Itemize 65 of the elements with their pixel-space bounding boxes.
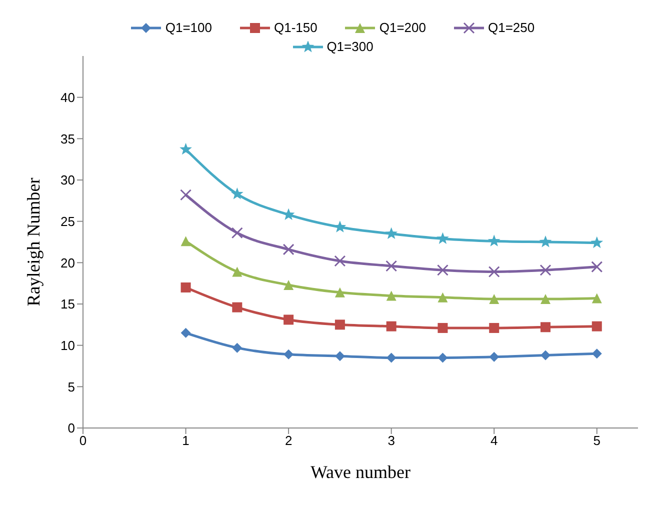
legend-label: Q1=300 xyxy=(326,39,374,54)
point xyxy=(540,294,550,304)
point xyxy=(385,227,398,239)
y-tick-label: 15 xyxy=(60,296,75,312)
point xyxy=(231,227,243,239)
point xyxy=(436,264,448,276)
point xyxy=(436,232,449,244)
legend-label: Q1=250 xyxy=(488,20,535,35)
x-tick-label: 1 xyxy=(182,433,190,448)
y-tick-label: 40 xyxy=(60,90,75,105)
y-tick-label: 5 xyxy=(68,379,75,394)
point xyxy=(386,321,396,332)
point xyxy=(489,294,500,304)
point xyxy=(386,260,398,272)
legend-label: Q1=100 xyxy=(165,20,212,35)
point xyxy=(438,292,448,302)
point xyxy=(488,234,500,246)
point xyxy=(180,142,192,155)
y-tick-label: 10 xyxy=(60,338,75,353)
point xyxy=(284,349,294,360)
x-tick-label: 4 xyxy=(490,433,498,448)
point xyxy=(284,280,294,290)
point xyxy=(230,188,244,200)
point xyxy=(592,348,602,359)
point xyxy=(334,287,345,298)
point xyxy=(386,290,396,301)
point xyxy=(540,264,552,276)
point xyxy=(540,322,550,332)
point xyxy=(438,322,448,333)
point xyxy=(180,189,192,201)
point xyxy=(438,352,448,363)
y-tick-label: 20 xyxy=(60,255,75,270)
y-tick-label: 0 xyxy=(68,420,75,436)
point xyxy=(592,321,602,332)
point xyxy=(232,266,242,277)
x-tick-label: 3 xyxy=(388,433,395,448)
x-tick-label: 5 xyxy=(593,433,601,448)
point xyxy=(282,244,294,256)
point xyxy=(591,261,603,273)
legend-label: Q1=200 xyxy=(379,20,426,35)
y-tick-label: 25 xyxy=(60,214,75,229)
point xyxy=(334,351,345,362)
point xyxy=(489,322,500,333)
point xyxy=(488,266,500,278)
point xyxy=(590,236,604,248)
point xyxy=(592,293,602,304)
point xyxy=(334,320,345,330)
point xyxy=(180,236,191,246)
point xyxy=(334,255,346,267)
point xyxy=(180,328,191,338)
x-tick-label: 2 xyxy=(284,433,292,448)
x-tick-label: 0 xyxy=(79,433,87,448)
point xyxy=(232,302,242,312)
point xyxy=(386,352,396,363)
point xyxy=(489,352,500,362)
point xyxy=(539,236,552,248)
y-axis-title: Rayleigh Number xyxy=(23,178,44,306)
point xyxy=(540,350,550,360)
legend-label: Q1-150 xyxy=(274,20,318,35)
y-tick-label: 30 xyxy=(60,172,75,188)
x-axis-title: Wave number xyxy=(310,462,411,482)
point xyxy=(284,314,294,325)
point xyxy=(180,282,191,292)
y-tick-label: 35 xyxy=(60,131,75,146)
point xyxy=(232,342,242,353)
